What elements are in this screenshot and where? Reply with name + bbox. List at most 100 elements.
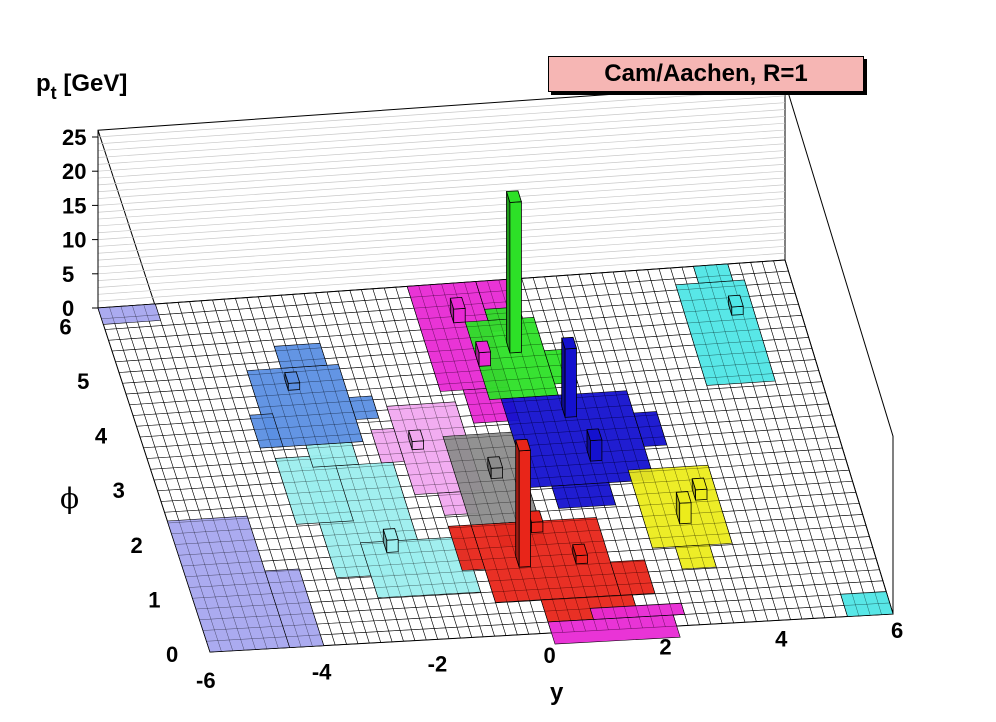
region-gridline (202, 591, 887, 631)
steel-tower-front (287, 382, 301, 391)
yellow-small-tower (691, 477, 708, 501)
yellow-jet-cell (674, 544, 717, 570)
green-tower-front (509, 201, 522, 354)
green-tower-side (506, 191, 511, 354)
wall-gridline (97, 225, 786, 275)
pt-tick-label: 5 (62, 262, 74, 287)
gray-tower-front (490, 467, 504, 480)
region-gridline (139, 392, 826, 438)
phi-tick-label: 3 (113, 478, 125, 503)
blue-tower-top (561, 336, 578, 350)
x-axis-title: y (550, 679, 564, 706)
region-gridline (97, 259, 786, 309)
wall-gridline (97, 102, 786, 152)
region-gridline (118, 326, 806, 373)
cyan-far-tower (727, 294, 744, 316)
region-gridline (171, 492, 856, 534)
gray-tower-top (487, 456, 504, 469)
region-gridline (206, 602, 890, 642)
wall-gridline (97, 191, 786, 240)
region-gridline (199, 580, 883, 620)
region-gridline (209, 613, 894, 653)
red-tower-front (518, 449, 531, 568)
region-gridline (146, 414, 833, 459)
magenta-tower-top (449, 296, 466, 310)
blue-small-tower-top (586, 428, 603, 442)
wall-gridline (97, 95, 786, 145)
x-tick-label: 2 (659, 635, 671, 660)
x-tick-label: 0 (544, 643, 556, 668)
region-gridline (111, 304, 799, 352)
wall-gridline (97, 198, 786, 247)
phi-tick-label: 5 (77, 369, 89, 394)
phi-tick-label: 1 (148, 587, 160, 612)
wall-gridline (97, 245, 786, 295)
region-gridline (164, 470, 850, 513)
green-tower (505, 190, 522, 354)
green-tower-top (505, 190, 522, 203)
wall-gridline (97, 232, 786, 281)
region-gridline (136, 381, 823, 427)
cyan-far-jet-cell (693, 263, 734, 284)
pt-tick-label: 20 (62, 159, 86, 184)
wall-gridline (97, 218, 786, 268)
gray-tower (487, 456, 504, 480)
region-gridline (143, 403, 829, 448)
phi-tick-label: 0 (166, 642, 178, 667)
wall-gridline (97, 129, 786, 179)
phi-tick-label: 6 (59, 314, 71, 339)
x-tick-label: -6 (196, 668, 216, 693)
yellow-tower-front (679, 502, 692, 525)
pt-axis-title: pt [GeV] (36, 70, 128, 103)
region-gridline (115, 315, 802, 362)
x-tick-label: -2 (428, 651, 448, 676)
phi-tick-label: 4 (95, 424, 108, 449)
chart-title-text: Cam/Aachen, R=1 (604, 60, 808, 87)
magenta-tower-2-front (478, 351, 492, 367)
region-gridline (160, 458, 846, 502)
pt-towers (284, 190, 744, 568)
cyan-far-tower-front (731, 305, 744, 316)
wall-gridline (97, 204, 786, 254)
blue-small-tower-front (590, 439, 603, 462)
phi-axis-title: ϕ (60, 482, 79, 515)
wall-gridline (97, 163, 786, 213)
steel-tower-top (284, 371, 301, 384)
region-gridline (192, 558, 877, 599)
pt-tick-label: 25 (62, 125, 86, 150)
wall-gridline (97, 136, 786, 186)
red-tower-top (515, 438, 532, 452)
blue-small-tower (586, 428, 603, 462)
pt-axis-title-sub: t (50, 83, 57, 103)
wall-gridline (97, 88, 786, 138)
region-gridline (125, 348, 813, 395)
blue-tower (561, 336, 578, 418)
yellow-tower-top (675, 491, 692, 504)
wall-gridline (97, 184, 786, 234)
wall-gridline (97, 150, 786, 199)
magenta-tower (449, 296, 466, 324)
red-tower (515, 438, 532, 568)
blue-tower-side (561, 337, 566, 418)
cyan-tower-front (386, 539, 399, 553)
wall-gridline (97, 143, 786, 193)
region-gridline (122, 337, 809, 384)
pink-tower-front (411, 440, 425, 451)
region-gridline (132, 370, 819, 416)
wall-gridline (97, 157, 786, 206)
pt-tick-label: 10 (62, 228, 86, 253)
red-small-tower-front (531, 521, 544, 534)
periwinkle-jet-cell (97, 303, 162, 325)
red-tower-side (515, 439, 520, 568)
region-gridline (129, 359, 816, 405)
wall-gridline (97, 177, 786, 227)
region-gridline (104, 281, 792, 330)
pt-axis-title-unit: [GeV] (63, 70, 128, 97)
cyan-far-tower-top (727, 294, 744, 308)
yellow-small-tower-top (691, 477, 708, 491)
yellow-small-tower-front (695, 488, 708, 501)
wall-gridline (97, 211, 786, 261)
wall-gridline (97, 170, 786, 220)
